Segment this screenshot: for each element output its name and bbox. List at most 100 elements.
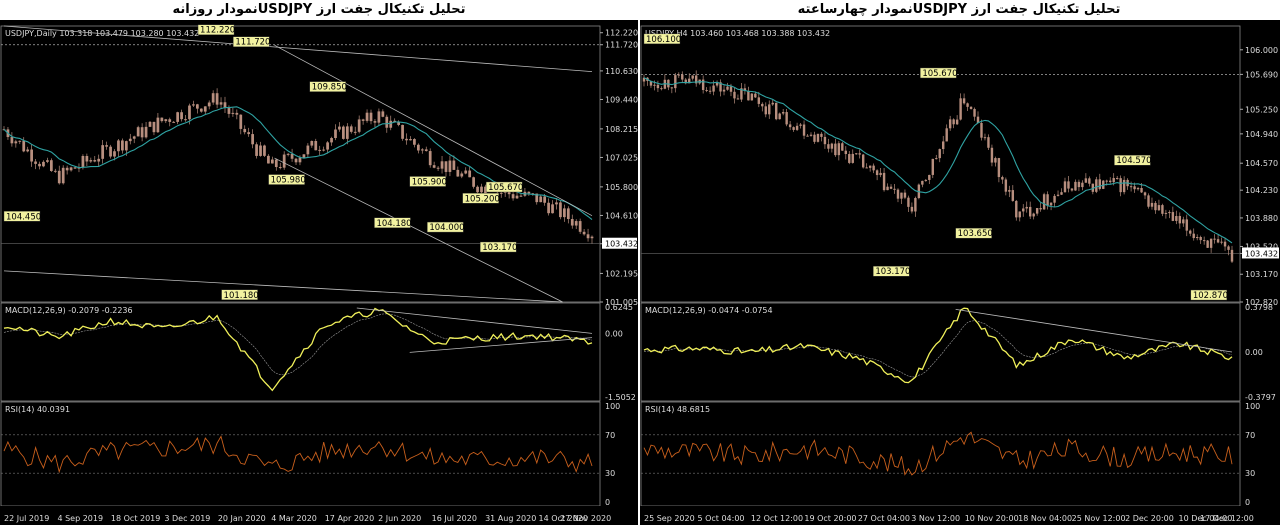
candle-body: [1178, 216, 1182, 224]
candle-body: [1154, 202, 1157, 211]
moving-average-line: [643, 77, 1233, 244]
candle-body: [322, 149, 326, 151]
candle-body: [886, 186, 889, 191]
candle-body: [921, 180, 924, 185]
candle-body: [816, 133, 820, 142]
candle-body: [851, 153, 854, 163]
candle-body: [460, 173, 464, 177]
candle-body: [813, 134, 816, 142]
candle-body: [480, 186, 483, 193]
candle-body: [962, 98, 966, 104]
x-tick-label: 17 Apr 2020: [325, 514, 374, 523]
candle-body: [152, 121, 156, 133]
price-annotation-label: 105.670: [922, 69, 957, 79]
candle-body: [1161, 205, 1164, 214]
candle-body: [844, 150, 848, 155]
price-tick-label: 109.440: [605, 95, 638, 104]
trend-line: [274, 157, 563, 303]
candle-body: [931, 158, 934, 175]
candle-body: [980, 122, 983, 138]
candle-body: [942, 141, 945, 150]
macd-signal-line: [3, 313, 593, 376]
candle-body: [945, 128, 948, 142]
candle-body: [966, 103, 969, 107]
rsi-tick-label: 100: [605, 402, 620, 411]
x-tick-label: 2 Jun 2020: [378, 514, 421, 523]
candle-body: [865, 167, 868, 169]
candle-body: [172, 121, 176, 123]
macd-line: [3, 307, 593, 392]
x-tick-label: 10 Dec 04:00: [1179, 514, 1233, 523]
candle-body: [1070, 188, 1074, 191]
rsi-tick-label: 30: [1245, 469, 1255, 478]
price-tick-label: 104.610: [605, 211, 638, 220]
candle-body: [105, 145, 108, 147]
candle-body: [124, 141, 128, 151]
candle-body: [764, 106, 767, 115]
candle-body: [203, 106, 207, 112]
candle-body: [34, 161, 37, 164]
candle-body: [649, 80, 653, 86]
candle-body: [582, 231, 586, 235]
price-annotation-box: [480, 241, 517, 253]
candle-body: [670, 87, 674, 89]
candle-body: [570, 219, 574, 226]
candle-body: [1053, 195, 1056, 203]
macd-tick-label: -0.3797: [1245, 393, 1276, 402]
x-tick-label: 20 Jan 2020: [218, 514, 266, 523]
price-tick-label: 108.215: [605, 125, 638, 134]
price-annotation-box: [221, 289, 258, 300]
candle-body: [736, 98, 740, 100]
candle-body: [1112, 178, 1115, 183]
candle-body: [681, 74, 684, 80]
candle-body: [109, 146, 112, 157]
current-price-box: [602, 237, 637, 249]
candle-body: [22, 140, 26, 152]
candle-body: [235, 112, 239, 115]
candle-body: [196, 104, 199, 109]
price-annotation-box: [955, 227, 992, 239]
x-tick-label: 2 Dec 20:00: [1125, 514, 1174, 523]
candle-body: [795, 125, 799, 130]
candle-body: [136, 127, 140, 137]
candle-body: [1157, 205, 1161, 211]
macd-tick-label: 0.6245: [605, 303, 633, 312]
candle-body: [1091, 183, 1095, 192]
daily-chart: USDJPY,Daily 103.318 103.479 103.280 103…: [0, 20, 638, 525]
candle-body: [914, 198, 917, 212]
macd-pane-border: [640, 302, 1241, 402]
candle-body: [1143, 192, 1147, 196]
candle-body: [701, 79, 705, 90]
macd-tick-label: 0.00: [605, 329, 623, 338]
moving-average-line: [3, 106, 593, 221]
candle-body: [889, 186, 893, 189]
x-tick-label: 3 Nov 12:00: [911, 514, 960, 523]
price-annotation-label: 103.170: [875, 267, 910, 277]
candle-body: [688, 78, 691, 84]
x-tick-label: 12 Oct 12:00: [751, 514, 803, 523]
price-tick-label: 103.432: [1245, 249, 1278, 258]
candle-body: [1230, 249, 1234, 262]
candle-body: [511, 194, 515, 199]
candle-body: [247, 132, 251, 135]
candle-body: [684, 79, 687, 84]
candle-body: [436, 167, 440, 169]
candle-body: [559, 202, 562, 218]
candle-body: [1140, 188, 1143, 193]
price-annotation-box: [409, 176, 446, 187]
x-tick-label: 4 Sep 2019: [57, 514, 103, 523]
candle-body: [65, 167, 69, 171]
candle-body: [837, 143, 841, 156]
price-annotation-box: [920, 67, 957, 79]
candle-body: [365, 112, 369, 121]
price-tick-label: 105.250: [1245, 105, 1278, 114]
candle-body: [326, 142, 329, 150]
candle-body: [282, 154, 286, 168]
candle-body: [1150, 202, 1154, 207]
candle-body: [882, 172, 886, 191]
candle-body: [1015, 200, 1018, 218]
candle-body: [117, 140, 120, 152]
candle-body: [18, 140, 22, 142]
candle-body: [903, 192, 907, 198]
candle-body: [472, 177, 475, 187]
